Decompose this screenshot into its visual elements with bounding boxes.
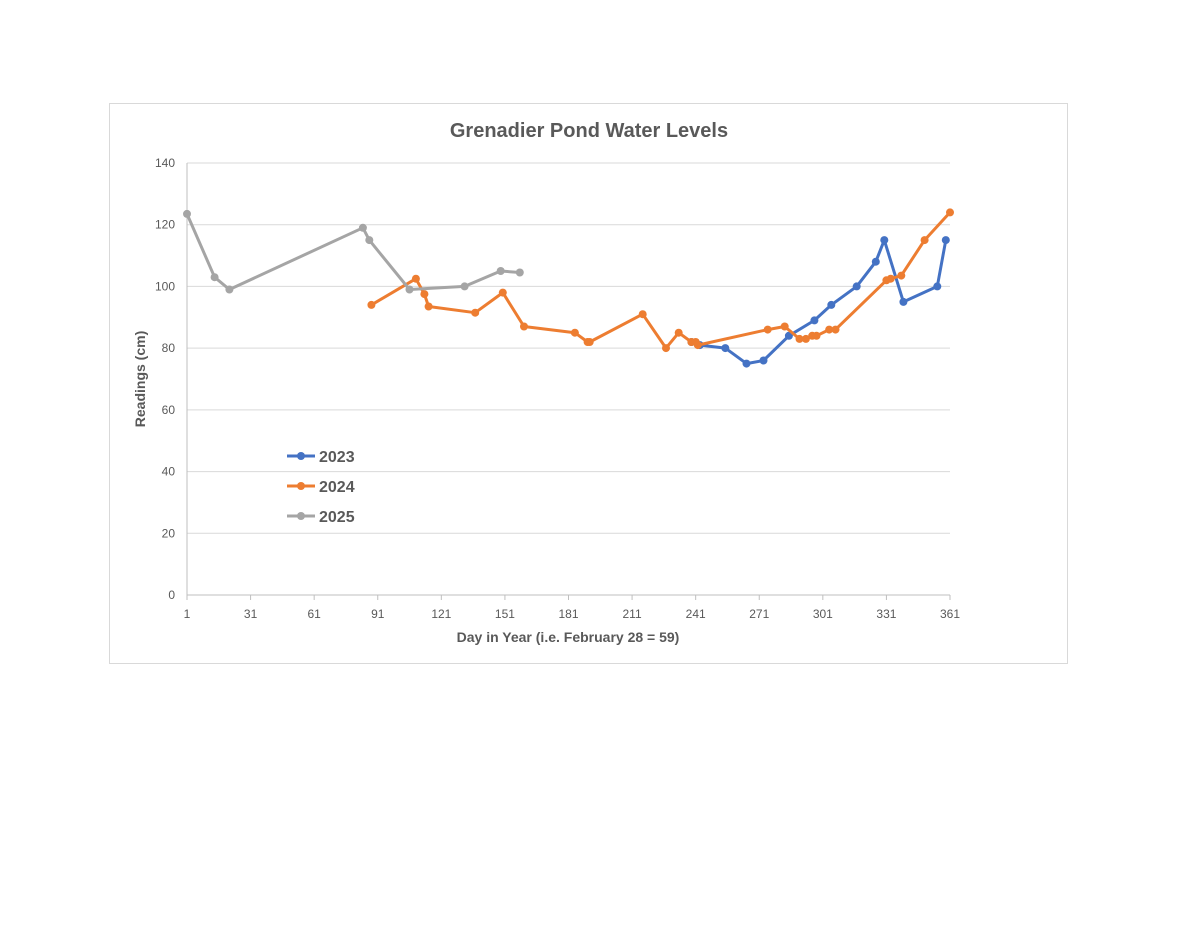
legend-item-2024: 2024: [287, 479, 355, 496]
x-tick-label: 121: [431, 607, 451, 621]
x-tick-label: 241: [686, 607, 706, 621]
data-point-2023: [933, 282, 942, 291]
legend-item-2023: 2023: [287, 449, 355, 466]
data-point-2024: [897, 271, 906, 280]
data-point-2025: [225, 285, 234, 294]
data-point-2024: [812, 331, 821, 340]
data-point-2024: [886, 274, 895, 283]
data-point-2023: [941, 236, 950, 245]
axes: 0 20 40 60 80 100 120 140 1 31 61 91 121 151 181 211 241…: [155, 156, 960, 621]
data-point-2024: [674, 328, 683, 337]
legend-marker: [297, 452, 305, 460]
y-tick-label: 60: [162, 403, 176, 417]
y-tick-label: 120: [155, 218, 175, 232]
x-tick-label: 61: [307, 607, 321, 621]
gridlines: [187, 162, 950, 534]
legend-marker: [297, 482, 305, 490]
x-tick-label: 361: [940, 607, 960, 621]
x-tick-label: 301: [813, 607, 833, 621]
data-point-2025: [358, 223, 367, 232]
legend-item-2025: 2025: [287, 509, 355, 526]
x-tick-label: 211: [623, 607, 642, 621]
data-point-2023: [899, 297, 908, 306]
legend-label: 2024: [319, 479, 355, 496]
data-point-2025: [183, 209, 191, 218]
x-tick-label: 91: [371, 607, 385, 621]
data-point-2023: [742, 359, 751, 368]
data-point-2024: [367, 300, 376, 309]
data-point-2024: [411, 274, 420, 283]
data-point-2024: [795, 334, 804, 343]
data-point-2024: [471, 308, 480, 317]
chart-title: Grenadier Pond Water Levels: [450, 120, 728, 142]
series-line-2025: [185, 212, 522, 291]
data-point-2024: [780, 322, 789, 331]
y-tick-label: 0: [168, 588, 175, 602]
data-point-2025: [496, 267, 505, 275]
data-point-2023: [827, 300, 836, 309]
y-tick-label: 40: [162, 465, 176, 479]
data-point-2023: [759, 356, 768, 365]
data-point-2023: [871, 257, 880, 266]
legend-label: 2023: [319, 449, 355, 466]
y-tick-label: 80: [162, 341, 176, 355]
series-2025: [183, 209, 524, 294]
data-point-2024: [831, 325, 840, 334]
legend: 2023 2024 2025: [287, 449, 355, 526]
data-point-2023: [810, 316, 819, 325]
x-tick-label: 1: [184, 607, 191, 621]
data-point-2023: [784, 331, 793, 340]
y-axis-label: Readings (cm): [132, 331, 148, 427]
y-tick-label: 20: [162, 526, 176, 540]
x-tick-label: 271: [749, 607, 769, 621]
y-tick-label: 100: [155, 279, 175, 293]
data-point-2024: [662, 344, 670, 353]
x-tick-label: 181: [558, 607, 578, 621]
legend-label: 2025: [319, 509, 355, 526]
data-point-2025: [365, 236, 374, 245]
data-point-2025: [460, 282, 469, 291]
data-point-2024: [801, 334, 810, 343]
data-point-2023: [721, 344, 730, 353]
data-point-2024: [693, 341, 702, 350]
chart-frame: [109, 103, 1068, 664]
x-tick-label: 31: [244, 607, 258, 621]
data-point-2024: [585, 338, 594, 346]
data-point-2024: [638, 310, 647, 319]
data-series: [183, 208, 954, 368]
data-point-2024: [424, 302, 433, 311]
data-point-2023: [880, 236, 889, 245]
series-2024: [367, 208, 954, 353]
data-point-2024: [420, 290, 429, 299]
data-point-2025: [405, 285, 414, 294]
data-point-2024: [920, 236, 929, 245]
data-point-2024: [498, 288, 507, 297]
x-tick-label: 331: [876, 607, 896, 621]
data-point-2024: [763, 325, 772, 334]
y-tick-label: 140: [155, 156, 175, 170]
data-point-2024: [825, 325, 834, 334]
data-point-2025: [515, 268, 524, 277]
data-point-2024: [570, 328, 579, 337]
x-tick-label: 151: [495, 607, 515, 621]
data-point-2023: [852, 282, 861, 291]
series-line-2023: [689, 238, 948, 366]
legend-marker: [297, 512, 305, 520]
x-axis-label: Day in Year (i.e. February 28 = 59): [457, 629, 680, 645]
data-point-2024: [946, 208, 954, 217]
data-point-2025: [210, 273, 219, 282]
data-point-2024: [520, 322, 528, 331]
